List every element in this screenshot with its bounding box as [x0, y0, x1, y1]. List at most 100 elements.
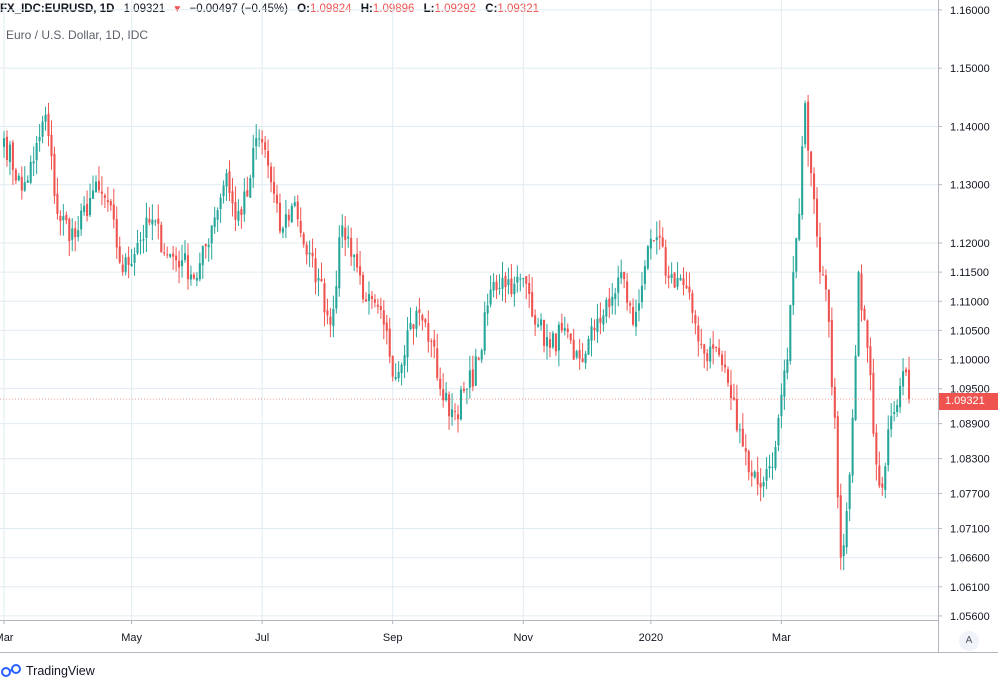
- candle-body: [626, 281, 629, 303]
- candle-body: [501, 277, 504, 289]
- candle-body: [575, 351, 578, 358]
- candle-body: [326, 310, 329, 316]
- candle-body: [750, 472, 753, 477]
- candle-body: [270, 166, 273, 183]
- tradingview-logo-icon[interactable]: [0, 663, 22, 679]
- candle-body: [798, 213, 801, 240]
- candle-body: [605, 299, 608, 317]
- candle-body: [234, 202, 237, 220]
- candle-body: [347, 236, 350, 239]
- candle-body: [548, 339, 552, 348]
- candle-body: [284, 214, 287, 228]
- candle-body: [341, 225, 344, 237]
- candle-body: [192, 274, 195, 279]
- candle-body: [243, 191, 246, 215]
- candle-body: [474, 356, 477, 386]
- candle-body: [356, 253, 359, 268]
- candle-body: [658, 235, 661, 238]
- candle-body: [62, 216, 65, 221]
- candle-body: [103, 195, 106, 198]
- candle-body: [370, 296, 373, 299]
- y-tick-label: 1.08300: [950, 454, 990, 466]
- candle-body: [709, 346, 712, 362]
- candle-body: [465, 388, 468, 390]
- candle-body: [47, 113, 50, 136]
- candle-body: [560, 322, 563, 331]
- x-tick-label: 2020: [639, 632, 663, 644]
- candle-body: [753, 471, 756, 478]
- candle-body: [590, 326, 593, 341]
- candle-body: [145, 217, 148, 238]
- candle-body: [139, 240, 142, 242]
- candle-body: [890, 416, 893, 430]
- candle-body: [332, 308, 335, 327]
- candle-body: [459, 389, 462, 420]
- candle-body: [198, 263, 201, 280]
- candle-body: [127, 256, 130, 265]
- candle-body: [71, 228, 74, 240]
- candle-body: [391, 356, 394, 377]
- close-value: 1.09321: [497, 3, 539, 15]
- candle-body: [213, 217, 216, 227]
- candle-body: [899, 385, 902, 408]
- candle-body: [807, 101, 810, 151]
- candle-body: [112, 204, 115, 220]
- candle-body: [810, 151, 813, 174]
- auto-scale-button[interactable]: A: [959, 631, 979, 651]
- candle-body: [252, 148, 255, 178]
- candle-body: [172, 253, 175, 257]
- candle-body: [439, 378, 442, 390]
- candle-body: [804, 103, 807, 145]
- candle-body: [296, 201, 299, 220]
- candle-body: [86, 203, 89, 216]
- candle-body: [154, 220, 157, 222]
- candle-body: [308, 252, 311, 255]
- candle-body: [907, 369, 911, 400]
- candle-body: [311, 252, 314, 257]
- candle-body: [317, 277, 320, 281]
- candle-body: [456, 414, 460, 420]
- candle-body: [851, 417, 854, 476]
- y-tick-label: 1.07100: [950, 524, 990, 536]
- candle-body: [462, 388, 465, 391]
- candle-body: [774, 446, 777, 469]
- candle-body: [210, 225, 213, 244]
- tradingview-brand[interactable]: TradingView: [26, 664, 95, 678]
- candle-body: [56, 193, 59, 214]
- candle-body: [302, 233, 305, 245]
- candle-body: [41, 121, 44, 137]
- candle-body: [599, 317, 602, 323]
- candle-body: [661, 237, 664, 247]
- candle-body: [801, 146, 804, 216]
- candle-body: [23, 182, 26, 191]
- candle-body: [860, 273, 863, 311]
- candle-body: [768, 466, 771, 469]
- candle-body: [486, 305, 489, 314]
- candle-body: [5, 136, 9, 160]
- candle-body: [219, 197, 222, 210]
- candle-body: [620, 272, 623, 279]
- candle-body: [207, 244, 210, 247]
- candle-body: [489, 289, 492, 305]
- candle-body: [495, 281, 498, 290]
- candle-body: [136, 242, 139, 254]
- candle-body: [522, 278, 525, 280]
- candle-body: [643, 266, 646, 284]
- candle-body: [697, 325, 700, 342]
- candle-body: [578, 350, 581, 359]
- candle-body: [679, 277, 682, 281]
- candle-body: [228, 171, 231, 193]
- candle-body: [255, 138, 258, 147]
- last-price-badge: 1.09321: [939, 393, 998, 410]
- candle-body: [314, 258, 317, 283]
- candle-body: [537, 324, 540, 327]
- candle-body: [77, 230, 80, 237]
- candle-body: [551, 333, 554, 348]
- candle-body: [299, 221, 302, 233]
- candle-body: [109, 201, 112, 206]
- candle-body: [275, 194, 279, 204]
- candle-body: [169, 254, 172, 257]
- symbol-label[interactable]: FX_IDC:EURUSD, 1D: [0, 3, 115, 15]
- candle-body: [89, 197, 92, 216]
